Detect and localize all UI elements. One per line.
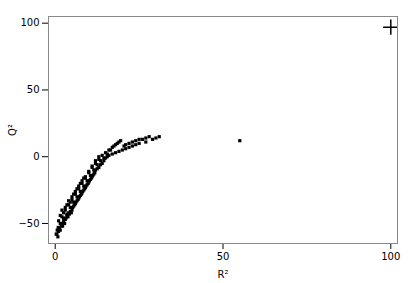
svg-text:50: 50 — [27, 84, 40, 95]
svg-text:0: 0 — [52, 251, 58, 262]
svg-text:Q²: Q² — [7, 124, 18, 136]
svg-text:R²: R² — [218, 269, 229, 280]
svg-text:100: 100 — [20, 17, 39, 28]
svg-text:−50: −50 — [18, 218, 39, 229]
svg-text:100: 100 — [381, 251, 400, 262]
svg-text:0: 0 — [33, 151, 39, 162]
svg-text:50: 50 — [217, 251, 230, 262]
